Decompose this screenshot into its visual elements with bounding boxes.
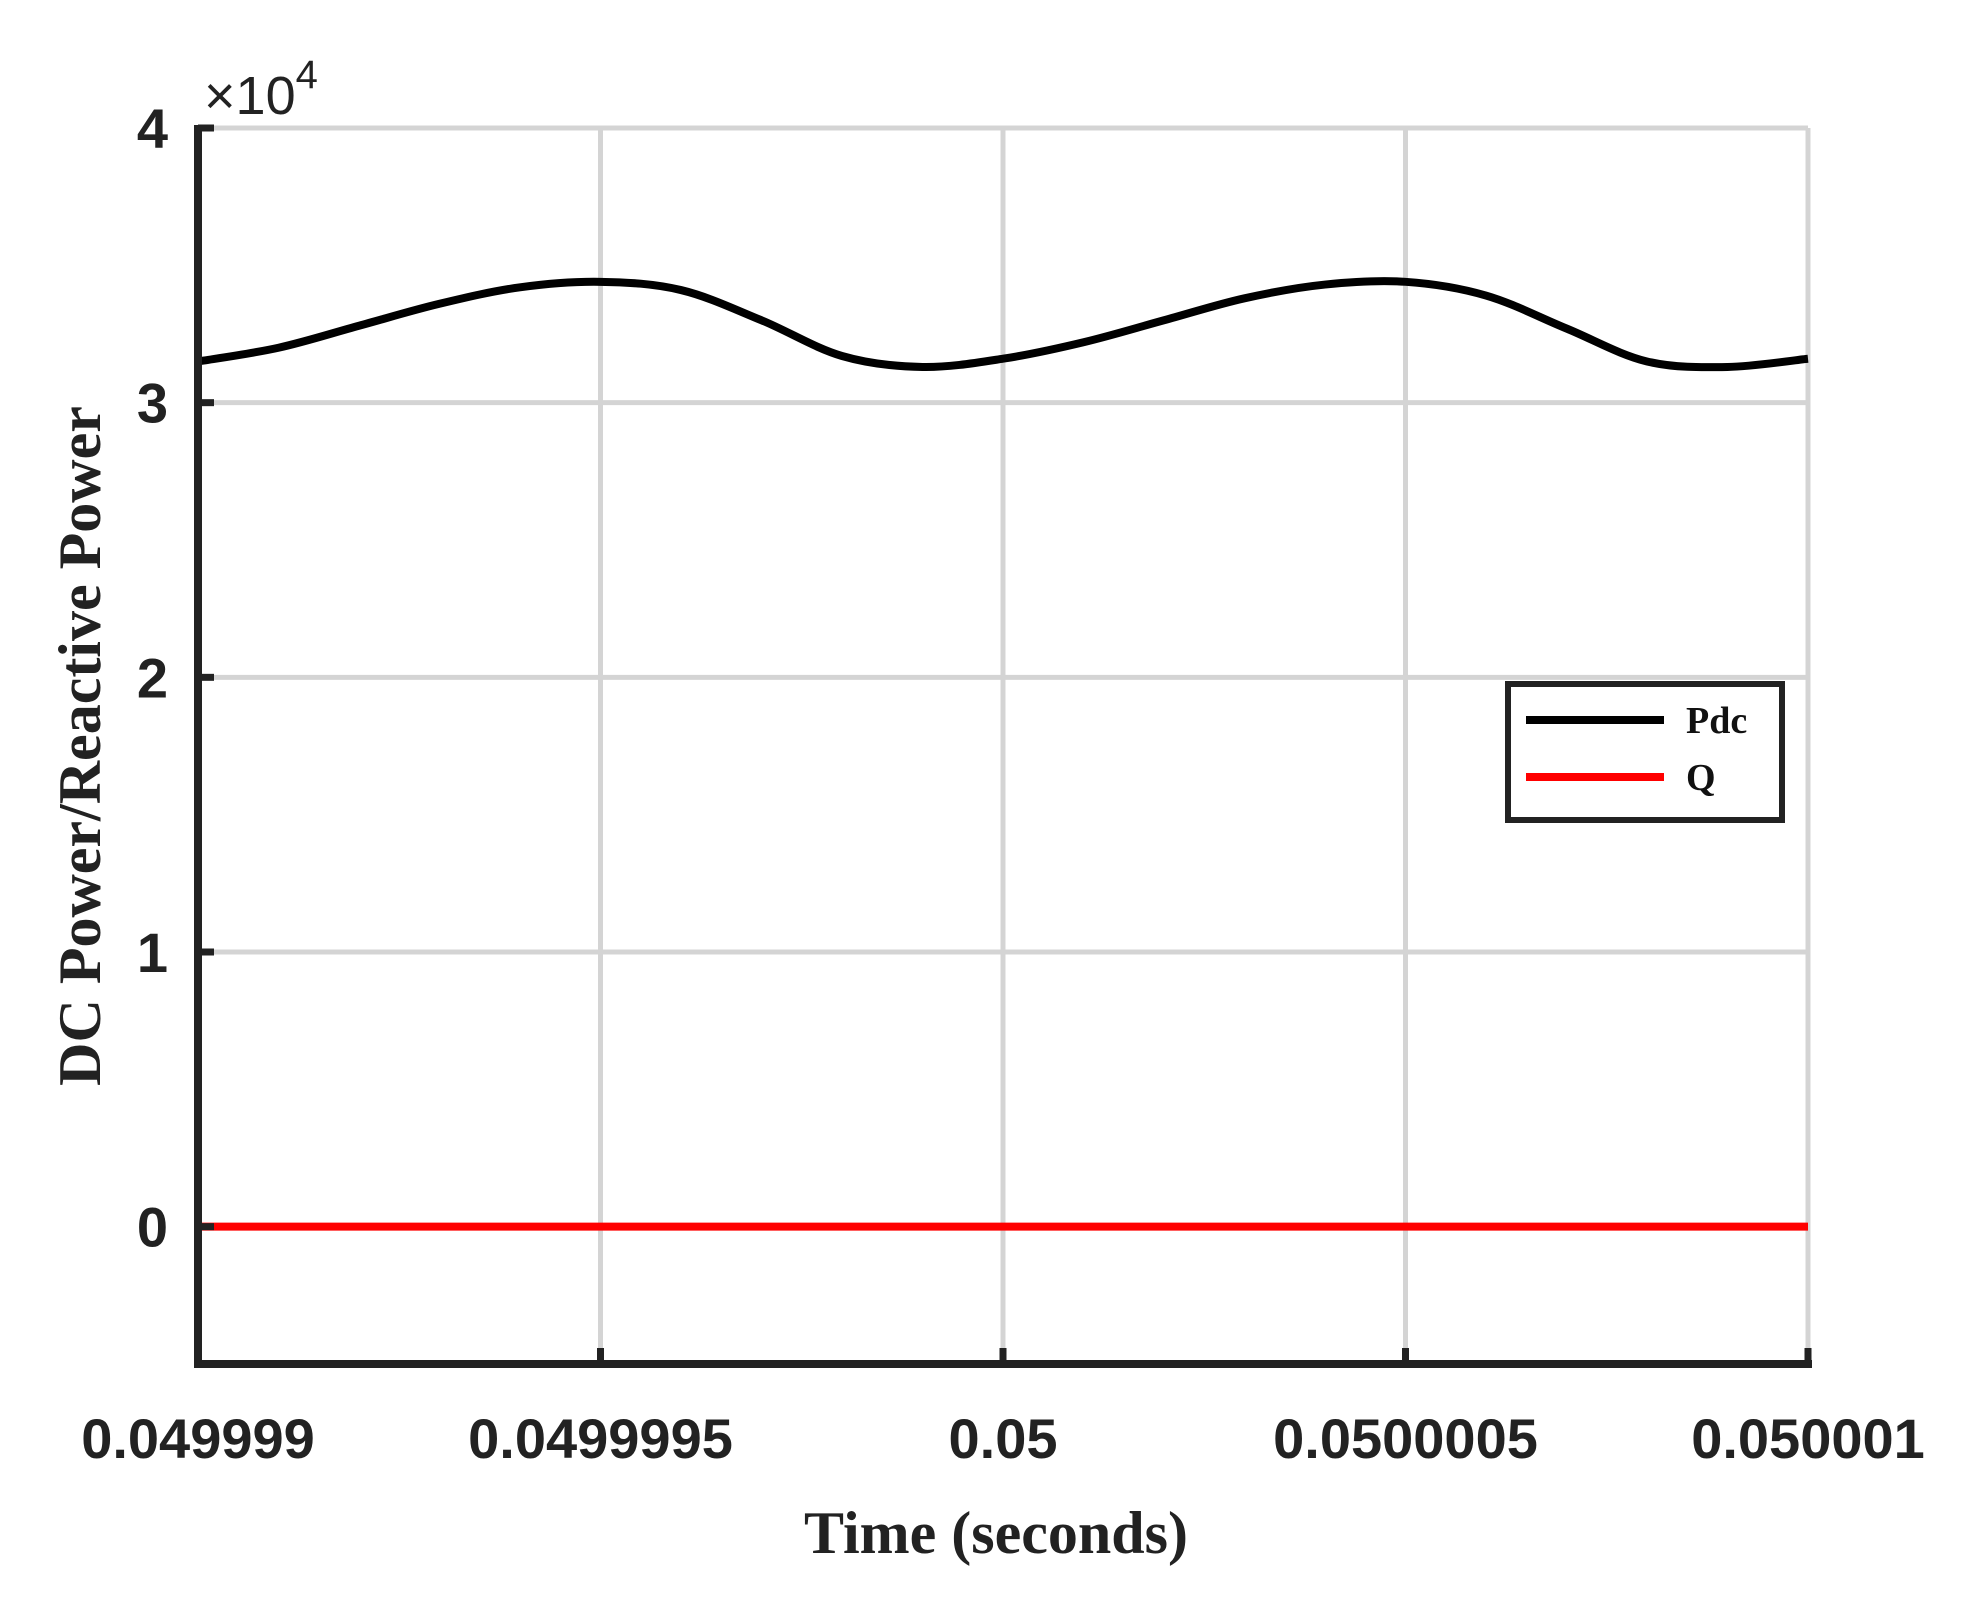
y-exponent-power: 4 [296,53,318,97]
y-tick-label: 1 [137,921,168,984]
legend: Pdc Q [1505,681,1785,823]
y-axis-title: DC Power/Reactive Power [47,406,113,1086]
axes [194,124,1812,1368]
tick-labels: 0.049999 0.0499995 0.05 0.0500005 0.050001 0 1… [81,97,1925,1470]
y-exponent-prefix: ×10 [204,66,296,126]
legend-label-pdc: Pdc [1686,700,1747,742]
x-tick-label: 0.049999 [81,1407,315,1470]
series-line-pdc [197,277,1809,372]
y-tick-label: 0 [137,1196,168,1259]
x-axis-title: Time (seconds) [804,1500,1188,1566]
y-tick-label: 3 [137,372,168,435]
y-exponent-label: ×104 [204,53,318,126]
y-tick-label: 2 [137,646,168,709]
x-tick-label: 0.0500005 [1273,1407,1538,1470]
x-tick-label: 0.050001 [1691,1407,1925,1470]
x-tick-label: 0.05 [949,1407,1058,1470]
y-tick-label: 4 [137,97,168,160]
legend-label-q: Q [1686,757,1716,799]
plot-series [197,277,1809,1231]
svg-text:×104: ×104 [204,53,318,126]
legend-box [1505,681,1785,823]
x-tick-label: 0.0499995 [468,1407,733,1470]
